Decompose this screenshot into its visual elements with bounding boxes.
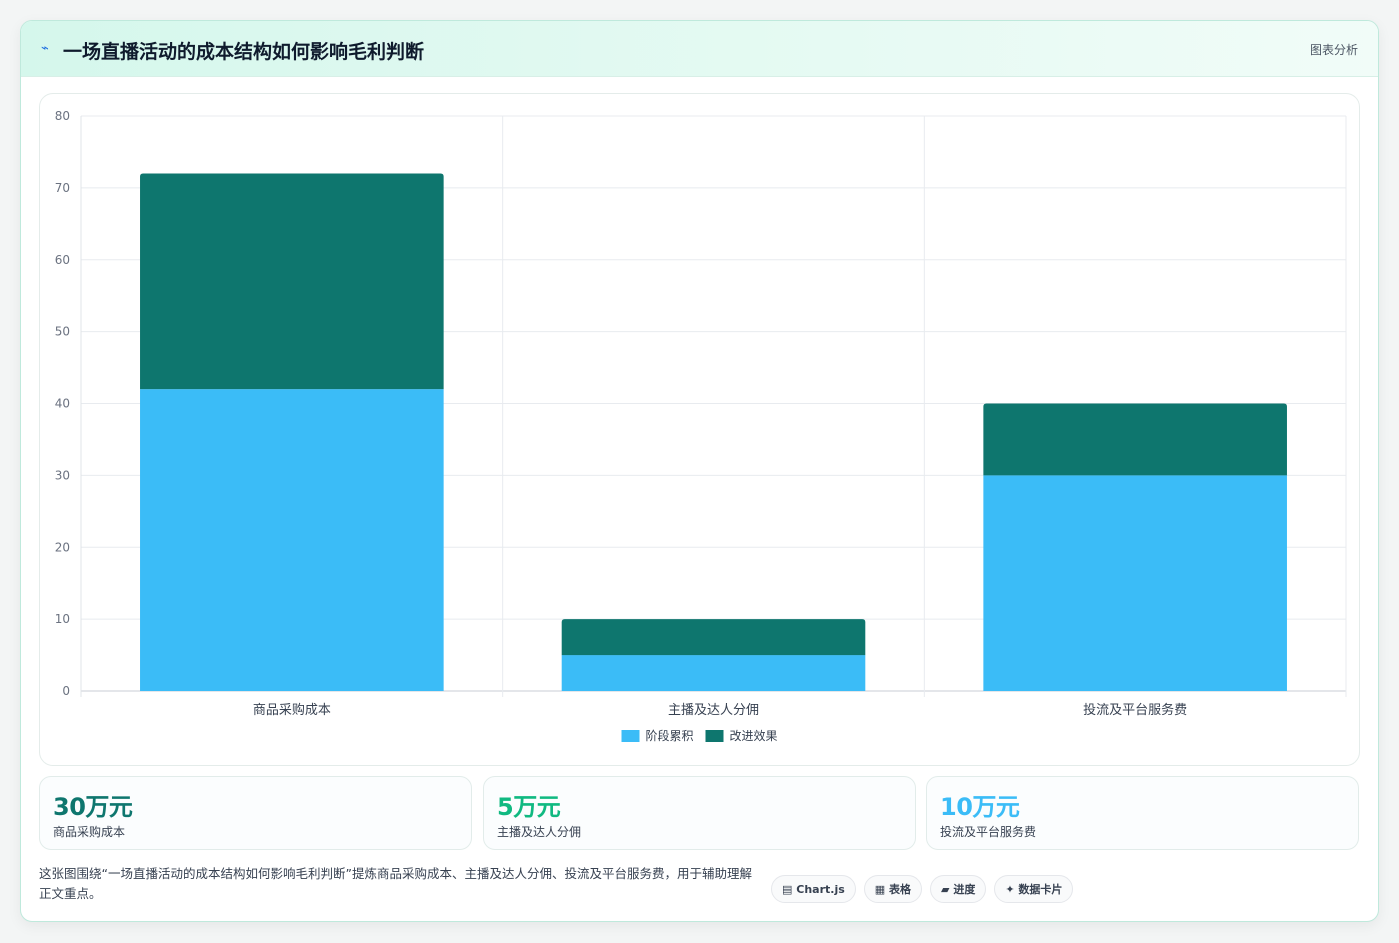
legend-label: 阶段累积 [646,728,694,743]
x-tick-label: 商品采购成本 [253,702,331,718]
tech-tags: ▤ Chart.js ▦ 表格 ▰ 进度 ✦ 数据卡片 [771,875,1074,903]
stat-value: 5万元 [497,793,561,821]
pill-progress[interactable]: ▰ 进度 [930,875,987,903]
bar-segment [561,619,866,656]
chart-area: 0 10 20 30 40 50 60 70 80 商品采购成本 主播及达人分佣 投流及平台服务费阶段… [39,93,1360,766]
stat-card-traffic-fee: 10万元 投流及平台服务费 [926,776,1359,850]
pill-label: 进度 [953,883,976,896]
pill-label: 表格 [889,883,912,896]
y-tick-label: 50 [55,325,70,339]
chart-title: 一场直播活动的成本结构如何影响毛利判断 [63,41,425,63]
pill-data-card[interactable]: ✦ 数据卡片 [994,875,1074,903]
y-tick-label: 70 [55,181,70,195]
stat-label: 商品采购成本 [53,825,126,839]
sparkle-icon: ✦ [1005,882,1015,896]
stacked-bar-chart: 0 10 20 30 40 50 60 70 80 商品采购成本 主播及达人分佣 投流及平台服务费阶段… [55,109,1347,743]
stat-label: 投流及平台服务费 [940,825,1037,839]
bar-segment [561,655,866,691]
pill-label: 数据卡片 [1018,883,1063,896]
bolt-icon: ⌁ [41,41,49,56]
y-tick-label: 10 [55,612,70,626]
y-tick-label: 0 [62,684,70,698]
legend-swatch [705,730,724,742]
legend-swatch [621,730,640,742]
bar-segment [983,475,1287,691]
table-icon: ▦ [874,882,886,896]
y-tick-label: 30 [55,468,70,482]
progress-icon: ▰ [941,882,950,896]
card-header: ⌁ 一场直播活动的成本结构如何影响毛利判断 图表分析 [21,21,1378,77]
y-tick-label: 20 [55,540,70,554]
stat-label: 主播及达人分佣 [497,825,582,839]
stat-card-commission: 5万元 主播及达人分佣 [483,776,916,850]
x-tick-label: 主播及达人分佣 [668,703,759,718]
stat-value: 10万元 [940,793,1020,821]
chart-icon: ▤ [782,882,793,896]
bar-segment [140,389,444,691]
stat-value: 30万元 [53,793,133,821]
pill-table[interactable]: ▦ 表格 [863,875,923,903]
pill-label: Chart.js [796,882,845,896]
y-tick-label: 40 [55,397,70,411]
bar-segment [983,403,1287,476]
legend-label: 改进效果 [730,728,778,743]
pill-chartjs[interactable]: ▤ Chart.js [771,875,856,903]
x-tick-label: 投流及平台服务费 [1083,702,1187,718]
stat-card-purchase: 30万元 商品采购成本 [39,776,472,850]
bar-segment [140,173,444,390]
chart-card: ⌁ 一场直播活动的成本结构如何影响毛利判断 图表分析 0 10 20 30 40 50 60… [20,20,1379,922]
y-tick-label: 80 [55,109,70,123]
y-tick-label: 60 [55,253,70,267]
chart-caption: 这张图围绕“一场直播活动的成本结构如何影响毛利判断”提炼商品采购成本、主播及达人… [39,866,752,901]
chart-analysis-tag: 图表分析 [1309,43,1358,57]
